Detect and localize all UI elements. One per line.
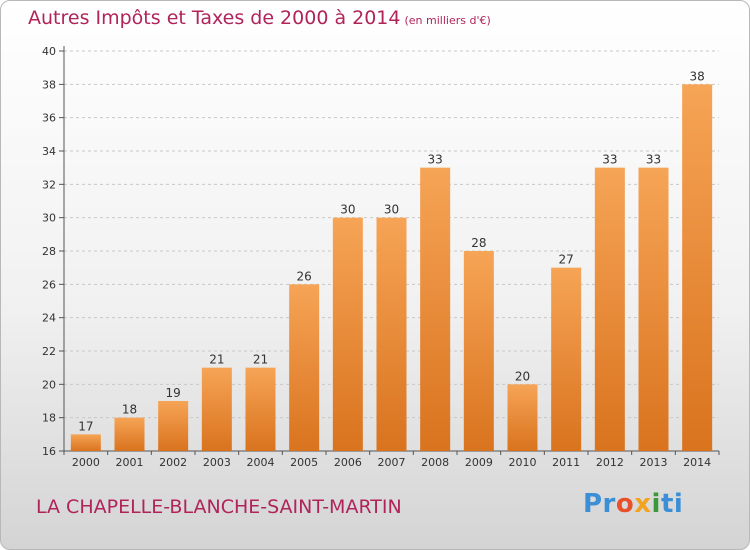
value-label: 33: [602, 153, 617, 167]
x-tick-label: 2001: [116, 456, 144, 469]
labels: 2000 17 2001 18 2002 19 2003 21 2004 21 2005 26 2006…: [72, 69, 711, 469]
chart-title: Autres Impôts et Taxes de 2000 à 2014 (en…: [28, 7, 491, 29]
value-label: 30: [340, 203, 355, 217]
x-tick-label: 2007: [378, 456, 406, 469]
x-tick-label: 2006: [334, 456, 362, 469]
value-label: 33: [646, 153, 661, 167]
y-tick-label: 18: [42, 412, 56, 425]
bar-2011: [551, 267, 582, 451]
value-label: 18: [122, 403, 137, 417]
bar-2009: [463, 251, 494, 451]
bar-2010: [507, 384, 538, 451]
bar-2012: [594, 167, 625, 451]
y-tick-label: 24: [42, 312, 56, 325]
y-tick-label: 38: [42, 78, 56, 91]
x-tick-label: 2005: [290, 456, 318, 469]
bar-2003: [201, 367, 232, 451]
x-tick-label: 2010: [509, 456, 537, 469]
x-tick-label: 2008: [421, 456, 449, 469]
bar-2013: [638, 167, 669, 451]
bar-2006: [332, 217, 363, 451]
x-tick-label: 2004: [247, 456, 275, 469]
proxiti-logo[interactable]: Proxiti: [583, 489, 684, 519]
x-tick-label: 2011: [552, 456, 580, 469]
chart-title-text: Autres Impôts et Taxes de 2000 à 2014: [28, 7, 401, 29]
x-tick-label: 2009: [465, 456, 493, 469]
commune-name: LA CHAPELLE-BLANCHE-SAINT-MARTIN: [36, 496, 402, 518]
bar-2005: [289, 284, 320, 451]
y-tick-label: 30: [42, 212, 56, 225]
y-tick-label: 34: [42, 145, 56, 158]
value-label: 27: [559, 253, 574, 267]
value-label: 30: [384, 203, 399, 217]
value-label: 33: [428, 153, 443, 167]
y-tick-label: 26: [42, 278, 56, 291]
y-tick-label: 40: [42, 45, 56, 58]
bar-2007: [376, 217, 407, 451]
x-tick-label: 2013: [640, 456, 668, 469]
x-tick-label: 2014: [683, 456, 711, 469]
bars: [70, 84, 713, 451]
x-tick-label: 2012: [596, 456, 624, 469]
bar-2000: [70, 434, 101, 451]
bar-2002: [158, 401, 189, 451]
chart-subtitle: (en milliers d'€): [404, 14, 491, 27]
value-label: 38: [690, 69, 705, 83]
bar-2001: [114, 417, 145, 451]
y-tick-label: 32: [42, 178, 56, 191]
bar-2004: [245, 367, 276, 451]
y-tick-label: 22: [42, 345, 56, 358]
y-tick-label: 20: [42, 378, 56, 391]
x-tick-label: 2000: [72, 456, 100, 469]
value-label: 17: [78, 419, 93, 433]
bar-2014: [682, 84, 713, 451]
value-label: 28: [471, 236, 486, 250]
bar-2008: [420, 167, 451, 451]
axes: 16 18 20 22 24 26 28 30 32 34 36 38 40: [42, 45, 720, 458]
value-label: 19: [166, 386, 181, 400]
y-tick-label: 28: [42, 245, 56, 258]
value-label: 21: [253, 353, 268, 367]
x-tick-label: 2002: [159, 456, 187, 469]
y-tick-label: 36: [42, 112, 56, 125]
y-tick-label: 16: [42, 445, 56, 458]
value-label: 21: [209, 353, 224, 367]
value-label: 26: [297, 269, 312, 283]
value-label: 20: [515, 369, 530, 383]
x-tick-label: 2003: [203, 456, 231, 469]
